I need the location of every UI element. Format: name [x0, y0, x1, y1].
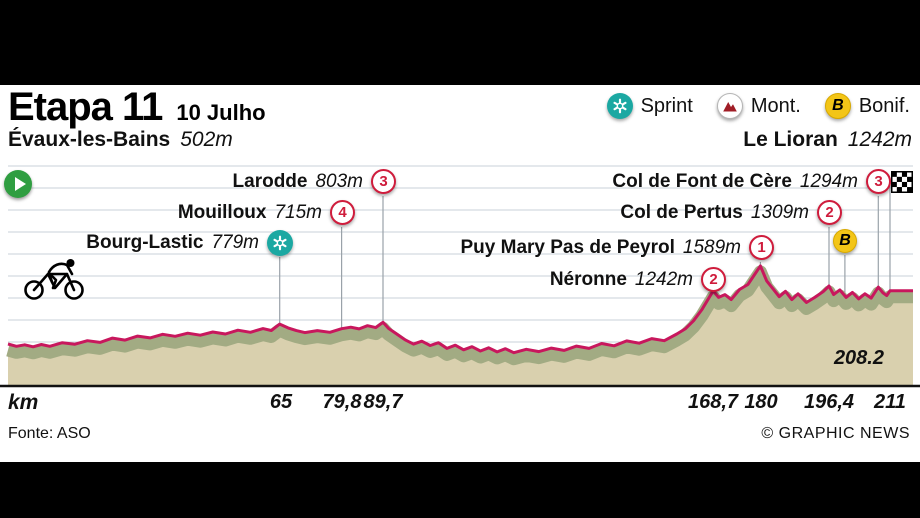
bonus-icon: B: [833, 229, 857, 253]
top-letterbox: [0, 0, 920, 85]
start-location: Évaux-les-Bains 502m: [8, 128, 233, 152]
waypoint-puy-mary: Puy Mary Pas de Peyrol 1589m 1: [460, 235, 774, 260]
waypoint-col-de-pertus: Col de Pertus 1309m 2: [620, 200, 842, 225]
waypoint-mouilloux: Mouilloux 715m 4: [178, 200, 355, 225]
axis-tick: 65: [269, 391, 293, 413]
waypoint-name: Bourg-Lastic: [86, 232, 204, 253]
stage-date: 10 Julho: [176, 100, 266, 125]
waypoint-name: Larodde: [232, 170, 308, 192]
legend-mountain: Mont.: [716, 93, 801, 119]
waypoint-larodde: Larodde 803m 3: [233, 169, 396, 194]
axis-tick: 180: [744, 391, 778, 413]
bottom-letterbox: [0, 462, 920, 518]
waypoint-name: Col de Font de Cère: [612, 170, 792, 192]
category-badge: 2: [701, 267, 726, 292]
axis-tick: 168,7: [687, 391, 739, 413]
legend-sprint-label: Sprint: [640, 94, 693, 117]
finish-elevation: 1242m: [847, 128, 912, 151]
legend-sprint: Sprint: [606, 93, 693, 119]
category-badge: 3: [866, 169, 891, 194]
waypoint-elevation: 803m: [315, 170, 363, 192]
sprint-icon: [267, 230, 293, 256]
bonus-icon: B: [824, 93, 851, 119]
waypoint-neronne: Néronne 1242m 2: [550, 267, 726, 292]
mountain-icon: [716, 93, 743, 119]
axis-tick: 79,8: [322, 391, 362, 413]
category-badge: 1: [749, 235, 774, 260]
waypoint-elevation: 1242m: [634, 268, 693, 290]
waypoint-elevation: 1589m: [682, 236, 741, 258]
axis-tick: 89,7: [363, 391, 403, 413]
legend-bonus-label: Bonif.: [858, 94, 910, 117]
waypoint-bourg-lastic: Bourg-Lastic 779m: [86, 230, 293, 256]
waypoint-elevation: 779m: [211, 232, 259, 253]
waypoint-col-de-font-de-cere: Col de Font de Cère 1294m 3: [612, 169, 891, 194]
play-icon: [14, 177, 26, 191]
finish-location: Le Lioran 1242m: [743, 128, 912, 152]
waypoint-name: Mouilloux: [177, 201, 267, 223]
waypoint-name: Néronne: [549, 268, 627, 290]
finish-name: Le Lioran: [743, 128, 838, 151]
waypoint-elevation: 1294m: [799, 170, 858, 192]
legend-mountain-label: Mont.: [750, 94, 801, 117]
waypoint-elevation: 715m: [274, 201, 322, 223]
axis-tick: 196,4: [803, 391, 855, 413]
header: Etapa 11 10 Julho: [8, 85, 266, 130]
copyright-credit: © GRAPHIC NEWS: [761, 425, 910, 442]
waypoint-name: Puy Mary Pas de Peyrol: [460, 236, 675, 258]
finish-flag-icon: [891, 171, 913, 193]
page-title: Etapa 11: [8, 85, 163, 129]
category-badge: 2: [817, 200, 842, 225]
inline-distance-label: 208.2: [833, 347, 884, 369]
elevation-profile-chart: [0, 165, 920, 388]
start-marker: [4, 170, 32, 198]
graphic-content: Etapa 11 10 Julho Sprint: [0, 85, 920, 462]
axis-tick: 211: [874, 391, 906, 413]
sprint-icon: [606, 93, 633, 119]
waypoint-name: Col de Pertus: [620, 201, 743, 223]
axis-unit-label: km: [8, 391, 39, 414]
category-badge: 3: [371, 169, 396, 194]
waypoint-elevation: 1309m: [750, 201, 809, 223]
start-elevation: 502m: [180, 128, 233, 151]
legend: Sprint Mont. B Bonif.: [606, 93, 910, 119]
legend-bonus: B Bonif.: [824, 93, 910, 119]
source-credit: Fonte: ASO: [8, 425, 91, 442]
category-badge: 4: [330, 200, 355, 225]
bonus-marker: B: [833, 229, 857, 253]
cyclist-icon: [22, 257, 86, 301]
start-name: Évaux-les-Bains: [8, 128, 171, 151]
